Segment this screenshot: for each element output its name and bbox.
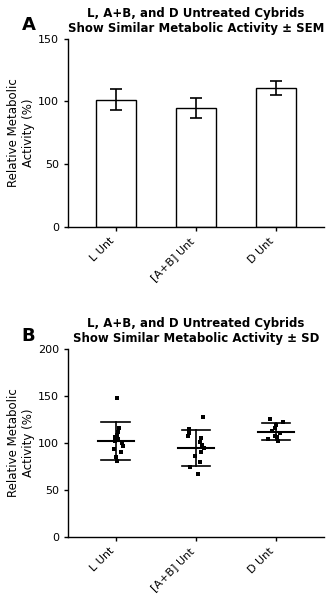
Text: B: B [22, 327, 35, 345]
Point [186, 424, 192, 434]
Point [275, 436, 281, 446]
Point [199, 434, 204, 443]
Point [280, 418, 286, 427]
Point [118, 448, 123, 457]
Point [274, 421, 279, 430]
Point [198, 457, 203, 467]
Point [186, 431, 191, 440]
Title: L, A+B, and D Untreated Cybrids
Show Similar Metabolic Activity ± SEM: L, A+B, and D Untreated Cybrids Show Sim… [68, 7, 324, 35]
Point [119, 439, 125, 448]
Point [117, 424, 122, 433]
Point [112, 433, 117, 442]
Point [114, 452, 119, 462]
Bar [176, 109, 216, 227]
Point [272, 424, 277, 433]
Point [187, 428, 192, 437]
Point [112, 444, 117, 454]
Point [114, 393, 119, 403]
Point [116, 434, 121, 444]
Point [115, 427, 120, 437]
Point [201, 443, 206, 452]
Point [114, 456, 119, 466]
Title: L, A+B, and D Untreated Cybrids
Show Similar Metabolic Activity ± SD: L, A+B, and D Untreated Cybrids Show Sim… [73, 317, 319, 346]
Y-axis label: Relative Metabolic
Activity (%): Relative Metabolic Activity (%) [7, 389, 35, 497]
Point [278, 428, 283, 437]
Text: A: A [22, 16, 36, 34]
Point [274, 433, 280, 442]
Point [273, 431, 278, 440]
Bar [256, 88, 296, 227]
Point [266, 434, 271, 444]
Point [198, 437, 203, 447]
Point [270, 426, 275, 436]
Point [187, 462, 193, 472]
Point [114, 430, 119, 439]
Point [193, 451, 198, 461]
Point [196, 469, 201, 479]
Point [112, 436, 118, 446]
Point [199, 440, 205, 450]
Point [200, 412, 206, 422]
Point [121, 441, 126, 451]
Point [268, 414, 273, 424]
Point [198, 447, 204, 457]
Bar [96, 100, 136, 227]
Y-axis label: Relative Metabolic
Activity (%): Relative Metabolic Activity (%) [7, 79, 35, 187]
